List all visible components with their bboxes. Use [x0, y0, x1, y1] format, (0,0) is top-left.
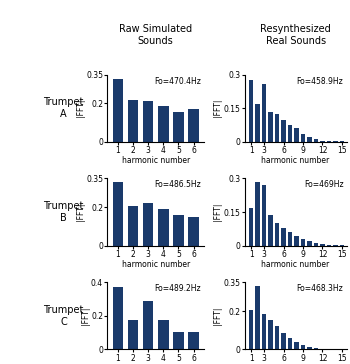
Bar [262, 314, 266, 349]
Bar [256, 104, 260, 142]
X-axis label: harmonic number: harmonic number [121, 156, 190, 165]
Bar [143, 301, 153, 349]
Bar [327, 141, 331, 142]
Text: Trumpet
A: Trumpet A [43, 97, 84, 119]
Bar [173, 215, 184, 246]
Text: Resynthesized
Real Sounds: Resynthesized Real Sounds [260, 24, 331, 46]
Bar [320, 141, 325, 142]
Bar [173, 332, 184, 349]
Bar [294, 128, 299, 142]
Bar [262, 84, 266, 142]
Bar [128, 206, 138, 246]
Bar [249, 207, 253, 246]
Bar [275, 223, 279, 246]
Bar [256, 286, 260, 349]
Bar [301, 134, 305, 142]
Bar [188, 109, 199, 142]
Bar [281, 228, 286, 246]
Text: Fo=489.2Hz: Fo=489.2Hz [155, 284, 201, 293]
Bar [275, 114, 279, 142]
Bar [307, 137, 312, 142]
Bar [113, 287, 123, 349]
Text: Fo=470.4Hz: Fo=470.4Hz [154, 76, 201, 86]
Bar [128, 320, 138, 349]
Text: Fo=469Hz: Fo=469Hz [304, 181, 343, 190]
Bar [307, 241, 312, 246]
Bar [301, 345, 305, 349]
Bar [128, 99, 138, 142]
Bar [113, 182, 123, 246]
Y-axis label: |FFT|: |FFT| [80, 306, 90, 325]
Bar [288, 338, 292, 349]
Bar [158, 209, 169, 246]
Y-axis label: |FFT|: |FFT| [76, 99, 85, 118]
Bar [188, 217, 199, 246]
Text: Trumpet
B: Trumpet B [43, 201, 84, 223]
Bar [281, 120, 286, 142]
Bar [188, 332, 199, 349]
Text: Fo=486.5Hz: Fo=486.5Hz [155, 181, 201, 190]
Bar [314, 348, 318, 349]
Y-axis label: |FFT|: |FFT| [213, 203, 222, 221]
Bar [268, 320, 273, 349]
Bar [268, 111, 273, 142]
X-axis label: harmonic number: harmonic number [261, 156, 330, 165]
Text: Raw Simulated
Sounds: Raw Simulated Sounds [119, 24, 192, 46]
Bar [268, 215, 273, 246]
Bar [301, 239, 305, 246]
Bar [158, 106, 169, 142]
Y-axis label: |FFT|: |FFT| [213, 306, 222, 325]
Bar [327, 245, 331, 246]
Text: Fo=458.9Hz: Fo=458.9Hz [297, 76, 343, 86]
Bar [281, 333, 286, 349]
Bar [256, 182, 260, 246]
Y-axis label: |FFT|: |FFT| [213, 99, 222, 118]
Bar [173, 112, 184, 142]
Text: Fo=468.3Hz: Fo=468.3Hz [297, 284, 343, 293]
Bar [307, 347, 312, 349]
Bar [143, 102, 153, 142]
Bar [249, 310, 253, 349]
Bar [158, 320, 169, 349]
Bar [333, 245, 338, 246]
Bar [262, 185, 266, 246]
Bar [288, 125, 292, 142]
Bar [249, 80, 253, 142]
Bar [314, 243, 318, 246]
Y-axis label: |FFT|: |FFT| [76, 203, 85, 221]
Bar [275, 327, 279, 349]
Bar [113, 79, 123, 142]
Bar [320, 244, 325, 246]
Text: Trumpet
C: Trumpet C [43, 305, 84, 327]
Bar [294, 342, 299, 349]
Bar [333, 141, 338, 142]
X-axis label: harmonic number: harmonic number [261, 260, 330, 269]
Bar [314, 139, 318, 142]
Bar [288, 232, 292, 246]
Bar [143, 203, 153, 246]
X-axis label: harmonic number: harmonic number [121, 260, 190, 269]
Bar [294, 236, 299, 246]
